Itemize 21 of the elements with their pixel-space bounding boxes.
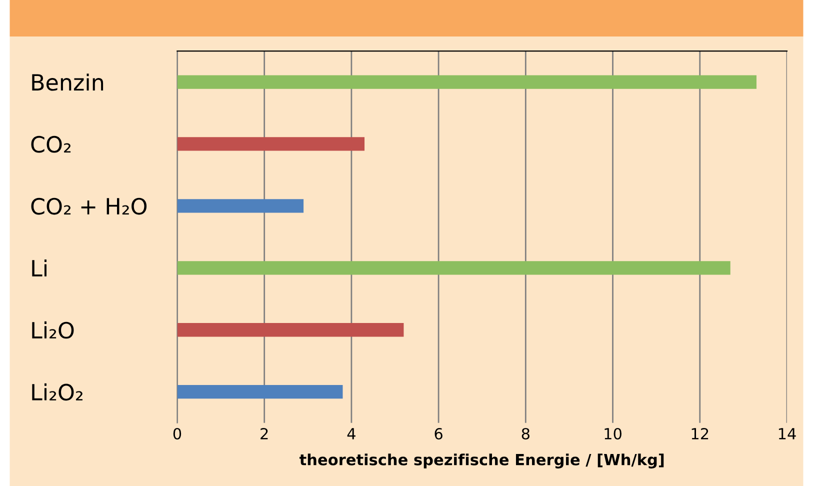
x-tick-label: 14 [778,428,796,440]
x-axis-title: theoretische spezifische Energie / [Wh/kg] [300,454,664,468]
bar [177,75,756,89]
bar [177,199,304,213]
y-tick-label: CO₂ + H₂O [31,198,147,215]
bar [177,261,730,275]
x-tick-label: 2 [260,428,268,440]
y-tick-label: CO₂ [31,136,71,153]
x-tick-label: 10 [604,428,622,440]
x-tick-label: 6 [434,428,442,440]
y-tick-label: Li [32,259,46,276]
y-tick-label: Li₂O [32,321,74,339]
x-tick-label: 4 [347,428,356,440]
y-tick-label: Li₂O₂ [32,383,82,401]
x-tick-label: 12 [692,428,708,440]
x-tick-label: 8 [522,428,530,440]
bar [177,137,365,151]
x-tick-label: 0 [173,428,182,440]
bar [177,323,404,337]
bar [177,385,343,399]
y-tick-label: Benzin [32,74,104,91]
